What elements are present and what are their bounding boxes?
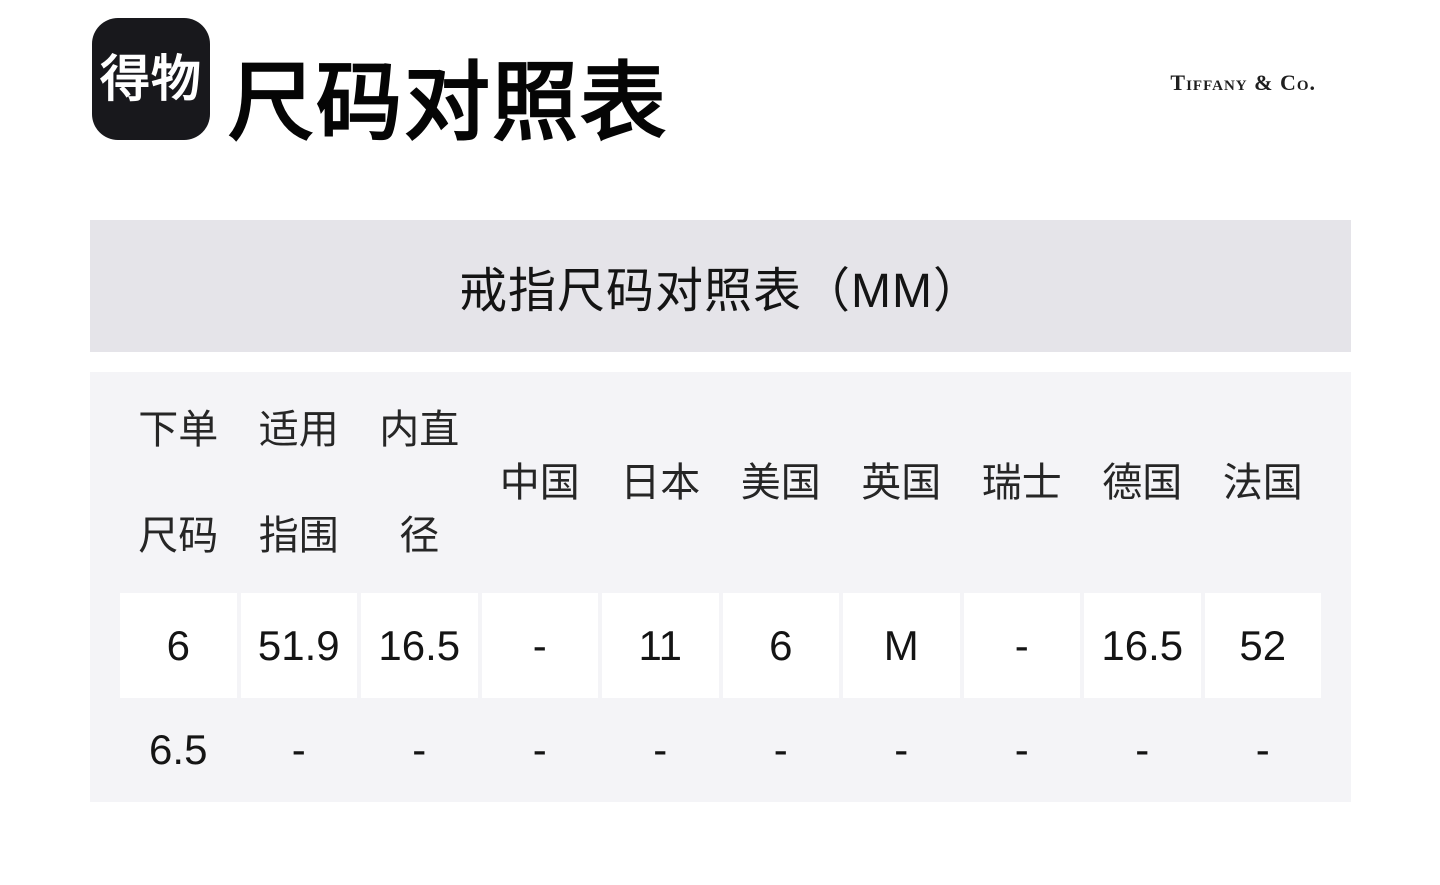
- table-cell: 11: [602, 593, 719, 698]
- table-row: 6 51.9 16.5-11 6 M -16.5 52: [118, 593, 1323, 698]
- table-cell: 16.5: [361, 593, 478, 698]
- column-header: 内直径: [379, 407, 460, 558]
- table-cell: -: [412, 726, 427, 773]
- table-cell: -: [532, 726, 547, 773]
- table-cell: 16.5: [1084, 593, 1201, 698]
- column-header: 美国: [740, 460, 821, 505]
- table-cell: -: [773, 726, 788, 773]
- column-header: 日本: [620, 460, 701, 505]
- table-cell: -: [291, 726, 306, 773]
- page-title: 尺码对照表: [228, 55, 668, 151]
- column-header: 适用 指围: [258, 407, 339, 558]
- table-row: 6.5 - - - - - - - - -: [118, 698, 1323, 802]
- column-header: 英国: [861, 460, 942, 505]
- table-cell: -: [963, 593, 1080, 698]
- table-body: 6 51.9 16.5-11 6 M -16.5 52 6.5- - - - - - - - -: [118, 593, 1323, 802]
- column-header: 法国: [1222, 460, 1303, 505]
- table-title-band: 戒指尺码对照表（MM）: [90, 220, 1351, 352]
- table-cell: -: [481, 593, 598, 698]
- table-cell: -: [1255, 726, 1270, 773]
- table-cell: 51.9: [240, 593, 357, 698]
- dewu-logo: 得物: [92, 18, 210, 140]
- dewu-logo-text: 得物: [100, 51, 202, 107]
- table-cell: -: [653, 726, 668, 773]
- table-cell: 6: [722, 593, 839, 698]
- column-header: 瑞士: [981, 460, 1062, 505]
- brand-logo-tiffany: Tiffany & Co.: [1170, 70, 1316, 95]
- table-cell: 52: [1204, 593, 1321, 698]
- table-cell: 6.5: [149, 726, 208, 773]
- table-cell: -: [1014, 726, 1029, 773]
- table-cell: -: [1135, 726, 1150, 773]
- column-header: 中国: [499, 460, 580, 505]
- size-table: 下单 尺码 适用 指围 内直径中国 日本 美国 英国 瑞士 德国 法国 6 51.9 16.5-11 6 M…: [90, 372, 1351, 802]
- column-header: 德国: [1102, 460, 1183, 505]
- column-header: 下单 尺码: [138, 407, 219, 558]
- table-cell: -: [894, 726, 909, 773]
- table-title: 戒指尺码对照表（MM）: [459, 265, 982, 318]
- table-header-row: 下单 尺码 适用 指围 内直径中国 日本 美国 英国 瑞士 德国 法国: [118, 372, 1323, 593]
- table-cell: 6: [120, 593, 237, 698]
- table-cell: M: [843, 593, 960, 698]
